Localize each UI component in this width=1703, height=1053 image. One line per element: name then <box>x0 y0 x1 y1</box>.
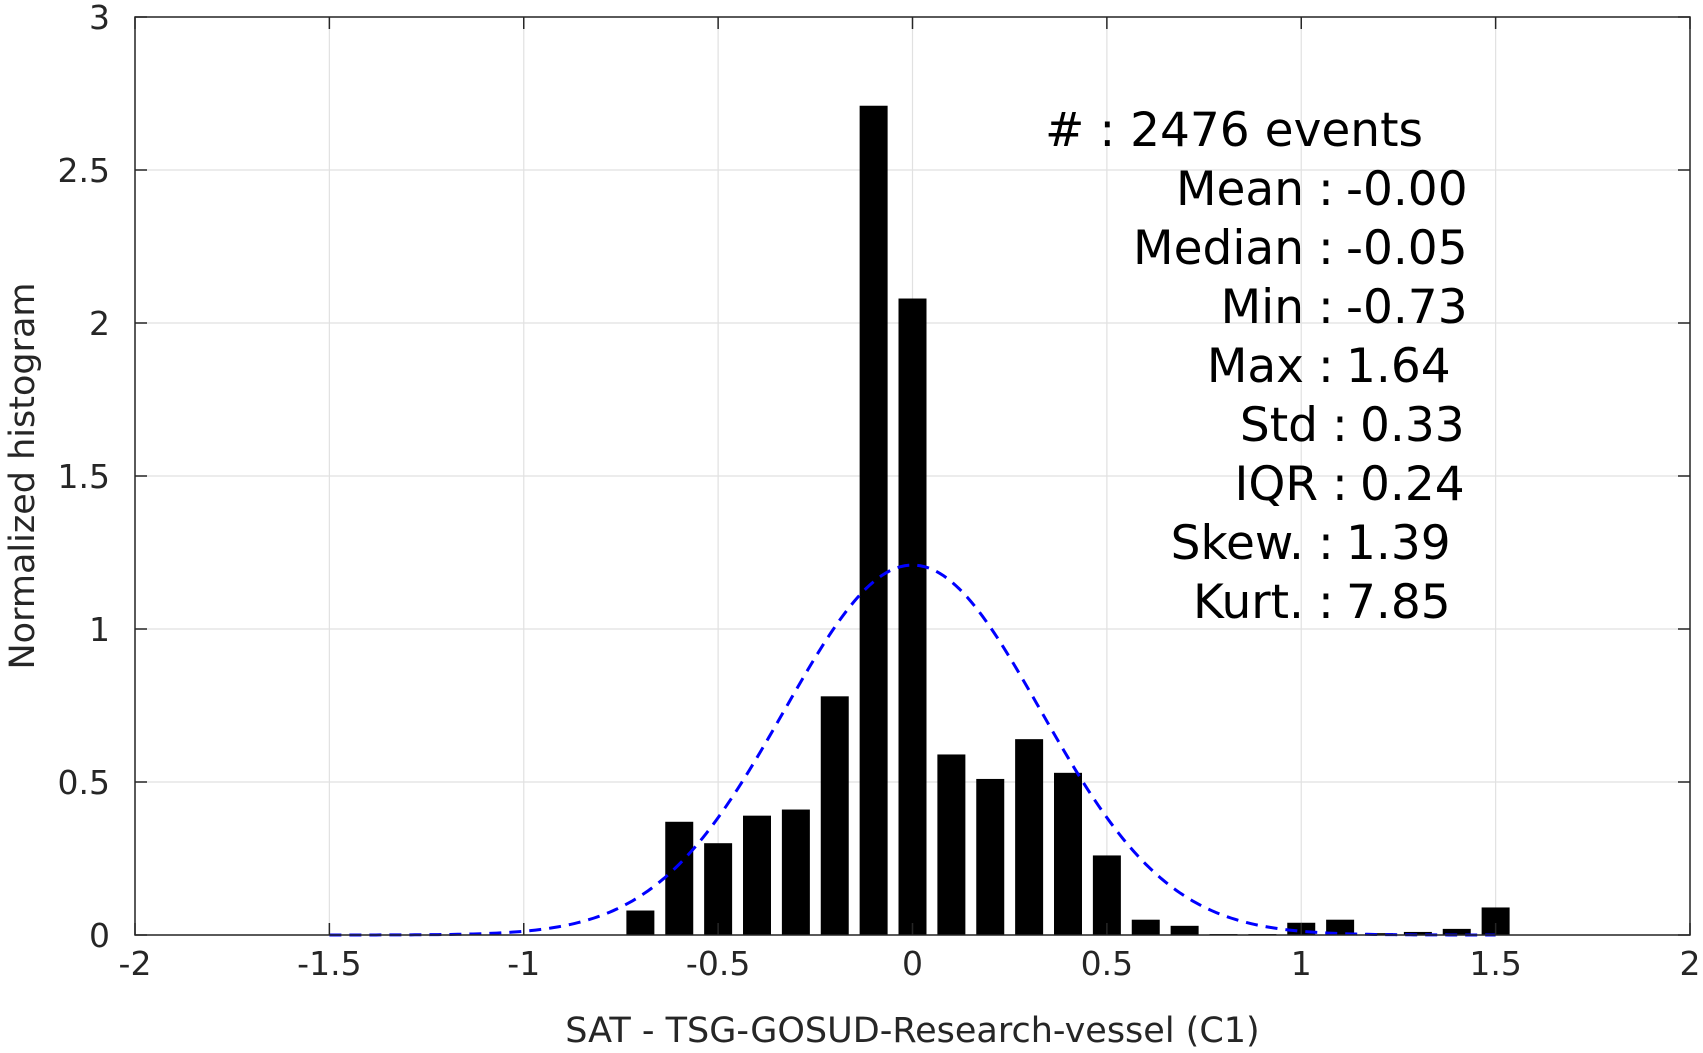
stats-colon: : <box>1318 339 1334 394</box>
stats-count: # : 2476 events <box>1045 103 1423 158</box>
stats-label: Kurt. <box>1193 575 1304 630</box>
stats-value: -0.05 <box>1346 221 1468 276</box>
y-tick-label: 1 <box>89 610 110 649</box>
histogram-bar <box>1092 855 1121 935</box>
x-tick-label: 1 <box>1291 944 1312 983</box>
histogram-bar <box>1131 919 1160 935</box>
histogram-bar <box>743 815 771 935</box>
stats-label: Skew. <box>1171 516 1304 571</box>
stats-colon: : <box>1332 457 1348 512</box>
y-tick-label: 1.5 <box>58 457 110 496</box>
stats-value: 0.24 <box>1360 457 1465 512</box>
y-tick-label: 0.5 <box>58 763 110 802</box>
stats-colon: : <box>1318 575 1334 630</box>
x-tick-label: 0.5 <box>1081 944 1133 983</box>
y-axis-title: Normalized histogram <box>3 282 43 669</box>
stats-colon: : <box>1318 516 1334 571</box>
x-tick-label: 2 <box>1680 944 1701 983</box>
x-tick-labels: -2 -1.5 -1 -0.5 0 0.5 1 1.5 2 <box>119 944 1701 983</box>
stats-colon: : <box>1318 280 1334 335</box>
y-tick-labels: 0 0.5 1 1.5 2 2.5 3 <box>58 0 110 955</box>
histogram-bar <box>937 754 966 935</box>
stats-value: 1.64 <box>1346 339 1451 394</box>
histogram-bar <box>898 298 927 935</box>
histogram-bar <box>1170 925 1199 935</box>
histogram-bar <box>1054 772 1082 935</box>
stats-colon: : <box>1318 221 1334 276</box>
histogram-bar <box>820 696 849 935</box>
histogram-bar <box>976 778 1005 935</box>
histogram-bar <box>704 843 733 935</box>
y-tick-label: 0 <box>89 916 110 955</box>
x-tick-label: 0 <box>902 944 923 983</box>
histogram-bars <box>626 105 1510 936</box>
stats-label: IQR <box>1234 457 1318 512</box>
x-tick-label: 1.5 <box>1469 944 1521 983</box>
stats-label: Max <box>1207 339 1304 394</box>
stats-label: Median <box>1133 221 1304 276</box>
stats-value: 7.85 <box>1346 575 1451 630</box>
y-tick-label: 3 <box>89 0 110 37</box>
x-axis-title: SAT - TSG-GOSUD-Research-vessel (C1) <box>565 1011 1259 1051</box>
stats-value: -0.00 <box>1346 162 1468 217</box>
histogram-bar <box>626 910 655 935</box>
stats-value: -0.73 <box>1346 280 1468 335</box>
stats-label: Min <box>1221 280 1304 335</box>
stats-colon: : <box>1318 162 1334 217</box>
stats-label: Std <box>1240 398 1318 453</box>
x-tick-label: -1 <box>507 944 540 983</box>
histogram-bar <box>1015 739 1044 935</box>
stats-value: 0.33 <box>1360 398 1465 453</box>
histogram-bar <box>1365 933 1393 935</box>
histogram-bar <box>781 809 810 935</box>
histogram-bar <box>1442 928 1471 935</box>
y-tick-label: 2.5 <box>58 151 110 190</box>
x-tick-label: -2 <box>119 944 152 983</box>
histogram-bar <box>1326 919 1355 935</box>
stats-value: 1.39 <box>1346 516 1451 571</box>
x-tick-label: -0.5 <box>686 944 750 983</box>
axis-ticks <box>134 16 1691 936</box>
y-tick-label: 2 <box>89 304 110 343</box>
histogram-bar <box>665 821 694 935</box>
histogram-bar <box>859 105 888 936</box>
histogram-bar <box>1403 931 1432 935</box>
stats-label: Mean <box>1176 162 1304 217</box>
x-tick-label: -1.5 <box>297 944 361 983</box>
stats-colon: : <box>1332 398 1348 453</box>
